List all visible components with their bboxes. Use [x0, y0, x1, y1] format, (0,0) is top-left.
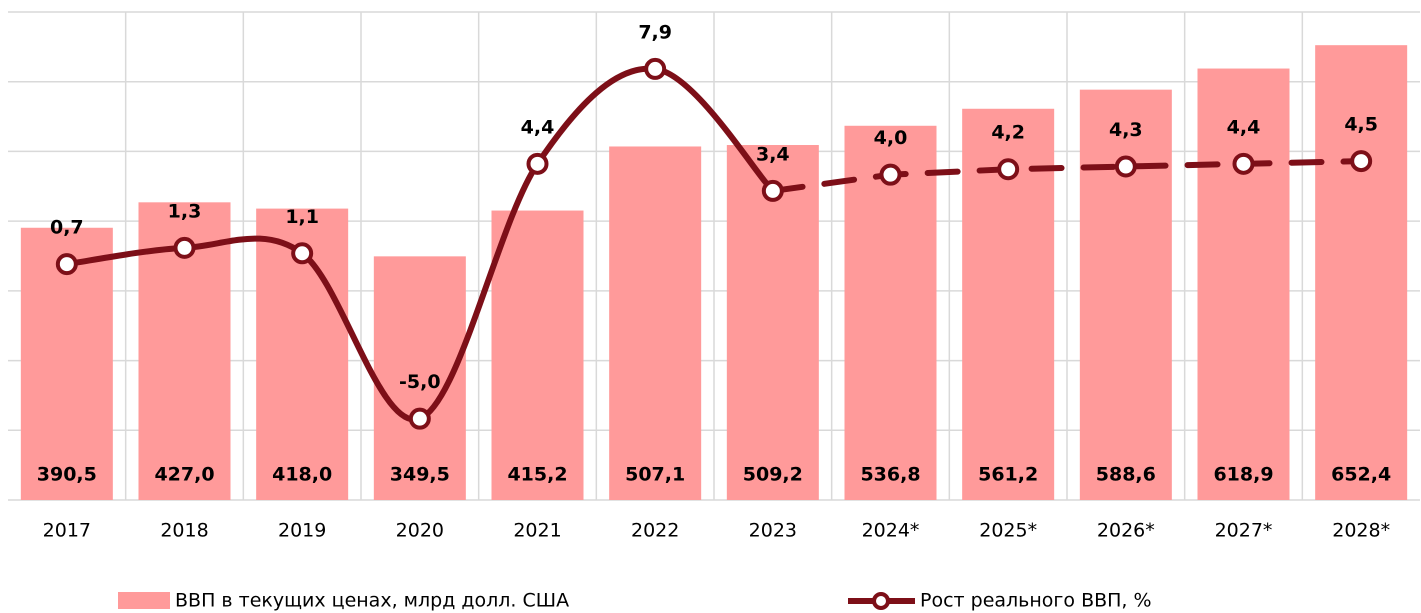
bar	[491, 210, 584, 501]
line-marker	[879, 163, 902, 186]
line-marker	[997, 158, 1020, 181]
bar-label: 349,5	[390, 464, 450, 486]
bar-label: 427,0	[154, 464, 214, 486]
x-tick-label: 2024*	[862, 520, 920, 542]
line-marker	[644, 57, 667, 80]
bar	[726, 145, 819, 500]
bar-label: 652,4	[1331, 464, 1391, 486]
line-marker	[408, 407, 431, 430]
x-tick-label: 2017	[43, 520, 91, 542]
x-tick-label: 2025*	[979, 520, 1037, 542]
bar-label: 415,2	[507, 464, 567, 486]
bar	[1315, 45, 1408, 501]
legend-label: ВВП в текущих ценах, млрд долл. США	[175, 590, 569, 612]
line-label: 7,9	[638, 21, 672, 43]
legend-swatch-bar	[118, 592, 170, 609]
line-marker	[55, 253, 78, 276]
x-tick-label: 2023	[749, 520, 797, 542]
bar-label: 561,2	[978, 464, 1038, 486]
line-marker	[526, 152, 549, 175]
line-label: 4,4	[1227, 116, 1261, 138]
x-tick-label: 2019	[278, 520, 326, 542]
bar	[609, 146, 702, 500]
bar-label: 507,1	[625, 464, 685, 486]
line-label: 4,3	[1109, 119, 1143, 141]
bar-label: 418,0	[272, 464, 332, 486]
line-marker	[291, 242, 314, 265]
x-tick-label: 2018	[160, 520, 208, 542]
line-marker	[1232, 152, 1255, 175]
line-marker	[173, 236, 196, 259]
line-label: -5,0	[399, 371, 441, 393]
plot: 2017 2018 2019 2020 2021 2022 2023 2024* 2025* 20…	[8, 11, 1420, 542]
line-label: 0,7	[50, 217, 84, 239]
overlay: 390,5 427,0 418,0 349,5 415,2 507,1 509,2 536,8…	[37, 21, 1391, 485]
bar-label: 588,6	[1096, 464, 1156, 486]
bar-label: 509,2	[743, 464, 803, 486]
line-marker	[761, 179, 784, 202]
bar	[1197, 68, 1290, 501]
line-marker	[1114, 155, 1137, 178]
bar-label: 536,8	[860, 464, 920, 486]
line-label: 3,4	[756, 143, 790, 165]
x-tick-label: 2022	[631, 520, 679, 542]
legend-label: Рост реального ВВП, %	[920, 590, 1152, 612]
x-tick-label: 2027*	[1215, 520, 1273, 542]
bar	[844, 125, 937, 500]
legend-marker	[872, 592, 890, 610]
x-tick-label: 2020	[396, 520, 444, 542]
line-label: 1,1	[285, 206, 319, 228]
bar-label: 390,5	[37, 464, 97, 486]
x-tick-label: 2028*	[1332, 520, 1390, 542]
line-label: 4,4	[521, 116, 555, 138]
line-label: 4,5	[1344, 114, 1378, 136]
line-label: 4,2	[991, 122, 1025, 144]
bar-label: 618,9	[1213, 464, 1273, 486]
line-marker	[1350, 150, 1373, 173]
x-tick-label: 2026*	[1097, 520, 1155, 542]
line-label: 1,3	[168, 200, 202, 222]
x-tick-label: 2021	[513, 520, 561, 542]
line-label: 4,0	[874, 127, 908, 149]
line-forecast	[769, 158, 1365, 194]
bar	[1079, 89, 1172, 500]
